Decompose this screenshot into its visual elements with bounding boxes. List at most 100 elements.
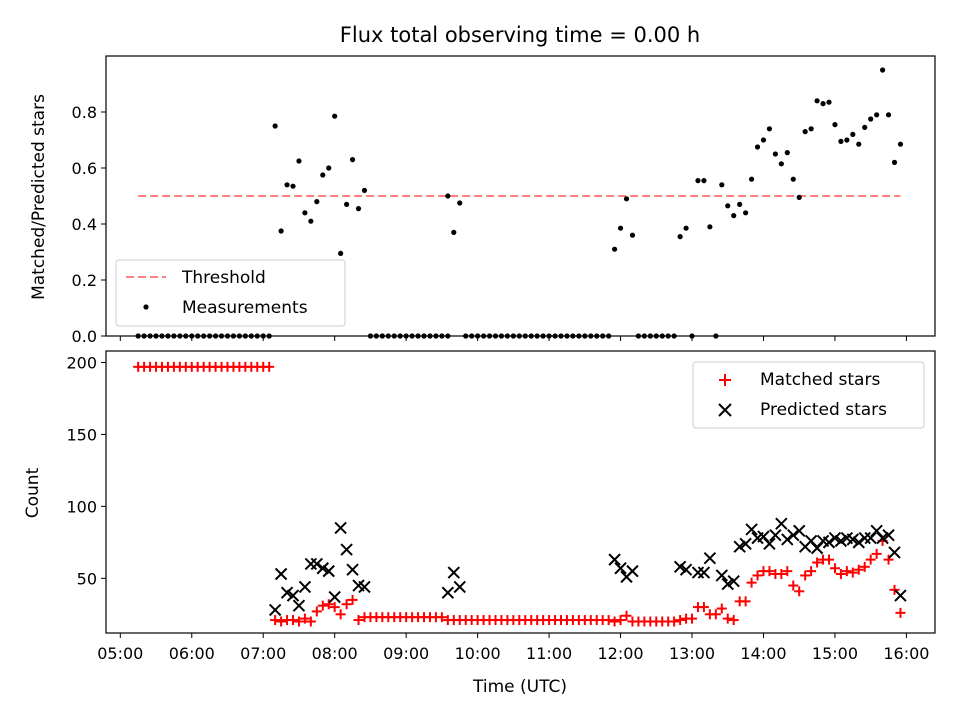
measurement-point (623, 196, 630, 202)
predicted-star-point (340, 543, 353, 556)
predicted-star-point (310, 557, 324, 571)
measurement-point (719, 182, 725, 188)
predicted-star-point (876, 531, 889, 545)
measurement-point (766, 126, 773, 132)
predicted-star-point (697, 566, 711, 579)
measurement-point (743, 210, 749, 216)
measurement-point (284, 182, 290, 188)
predicted-star-point (626, 564, 639, 578)
matched-star-point (835, 569, 846, 580)
top-axes-frame (105, 55, 936, 337)
matched-star-point (347, 594, 358, 605)
measurement-point (320, 172, 326, 178)
top-plot-area (135, 67, 904, 339)
predicted-star-point (882, 528, 895, 542)
measurement-point (677, 234, 683, 240)
measurement-point (737, 201, 743, 207)
matched-star-point (329, 602, 340, 613)
matched-star-point (669, 616, 680, 627)
bottom-y-tick-label: 150 (66, 425, 97, 444)
predicted-star-point (727, 574, 740, 588)
matched-star-point (794, 586, 805, 597)
matched-star-point (270, 615, 281, 626)
matched-star-point (800, 570, 811, 581)
measurement-point (707, 224, 713, 230)
measurement-point (778, 161, 784, 167)
predicted-star-point (614, 562, 627, 575)
measurement-point (683, 225, 689, 231)
matched-star-point (788, 580, 799, 591)
matched-star-point (288, 615, 299, 626)
measurement-point (355, 206, 362, 212)
x-axis-label: Time (UTC) (472, 677, 567, 697)
measurement-point (856, 141, 862, 147)
matched-star-point (603, 615, 614, 626)
bottom-y-tick-label: 200 (66, 354, 97, 373)
matched-star-point (847, 567, 858, 578)
top-legend: Threshold Measurements (115, 259, 346, 327)
x-tick-label: 15:00 (812, 644, 858, 663)
predicted-star-point (274, 567, 288, 581)
measurement-point (879, 67, 886, 73)
matched-star-point (782, 566, 793, 577)
matched-stars-legend-label: Matched stars (760, 370, 880, 390)
measurement-point (760, 137, 767, 143)
measurement-point (361, 187, 368, 193)
measurement-point (754, 144, 761, 150)
predicted-star-point (292, 599, 306, 612)
top-y-tick-label: 0.6 (72, 159, 97, 178)
x-tick-label: 16:00 (883, 644, 929, 663)
matched-star-point (323, 599, 334, 610)
matched-star-point (299, 613, 310, 624)
matched-star-point (812, 557, 823, 568)
predicted-star-point (834, 534, 848, 548)
matched-star-point (436, 612, 447, 623)
bottom-axes-frame (105, 350, 936, 634)
bottom-panel: Count Time (UTC) 05:00 06:00 07:00 08:00 09:… (23, 350, 936, 697)
predicted-star-point (828, 531, 842, 545)
measurement-point (862, 124, 868, 130)
predicted-star-point (846, 533, 860, 546)
measurement-point (808, 126, 814, 132)
measurement-point (314, 199, 320, 205)
top-y-tick-label: 0.8 (72, 103, 97, 122)
matched-star-point (317, 600, 328, 611)
matched-star-point (740, 596, 751, 607)
matched-star-point (823, 554, 834, 565)
predicted-star-point (888, 546, 901, 559)
matched-star-point (829, 563, 840, 574)
measurements-legend-label: Measurements (182, 298, 308, 318)
bottom-legend: Matched stars Predicted stars (692, 361, 925, 429)
matched-star-point (353, 615, 364, 626)
matched-star-point (698, 602, 709, 613)
measurement-point (308, 218, 314, 224)
predicted-star-point (775, 517, 788, 530)
measurement-point (344, 201, 350, 207)
predicted-star-point (703, 551, 717, 565)
matched-star-point (722, 613, 733, 624)
predicted-star-point (286, 589, 300, 602)
matched-star-point (293, 616, 304, 627)
measurement-point (326, 165, 332, 171)
measurement-point (629, 232, 636, 238)
predicted-star-point (822, 536, 836, 549)
measurement-point (891, 159, 898, 165)
predicted-star-point (852, 536, 865, 549)
matched-star-point (764, 566, 775, 577)
measurement-point (338, 250, 344, 256)
measurement-point (611, 246, 618, 252)
measurement-point (695, 178, 701, 184)
matched-star-point (728, 615, 739, 626)
matched-star-point (806, 566, 817, 577)
predicted-stars-legend-label: Predicted stars (760, 400, 887, 420)
predicted-star-point (441, 586, 455, 599)
measurement-point (272, 123, 278, 129)
predicted-star-point (787, 528, 800, 542)
bottom-legend-box (692, 361, 925, 429)
measurement-point (290, 183, 296, 189)
measurement-point (814, 98, 820, 104)
predicted-star-point (298, 580, 312, 594)
measurement-point (278, 228, 284, 234)
matched-star-point (883, 554, 894, 565)
predicted-star-point (745, 523, 758, 536)
